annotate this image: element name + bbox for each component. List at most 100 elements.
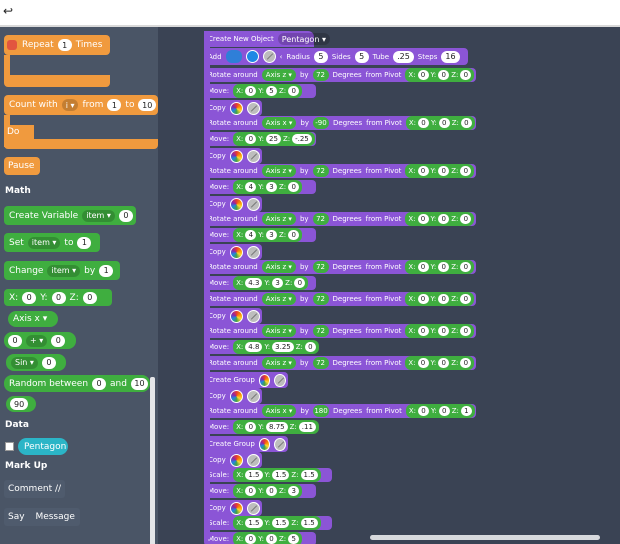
comment-block[interactable]: Comment // [4,480,66,498]
copy-block[interactable]: Copy [204,452,262,468]
move-block[interactable]: Move: X: 0 Y: 5 Z: 0 [204,84,316,98]
move-x-input[interactable]: 4.3 [245,278,263,288]
pivot-z-input[interactable]: 0 [460,166,472,176]
sin-value-input[interactable]: 0 [41,356,56,369]
arith-a-input[interactable]: 0 [8,334,22,347]
copy-block[interactable]: Copy [204,244,262,260]
object-name-dropdown[interactable]: Pentagon ▾ [277,33,330,45]
move-block[interactable]: Move: X: 0 Y: 8.75 Z: .11 [204,420,319,434]
pivot-x-input[interactable]: 0 [417,406,429,416]
count-var-dropdown[interactable]: i ▾ [61,99,79,111]
pivot-z-input[interactable]: 0 [460,326,472,336]
move-x-input[interactable]: 4 [245,182,257,192]
degrees-input[interactable]: 72 [312,165,329,177]
color-wheel-icon[interactable] [229,389,243,403]
set-var-dropdown[interactable]: item ▾ [27,236,61,249]
sin-block[interactable]: Sin ▾ 0 [6,354,66,371]
move-block[interactable]: Move: X: 4 Y: 3 Z: 0 [204,180,316,194]
move-y-input[interactable]: 3 [266,230,278,240]
degrees-input[interactable]: 72 [312,213,329,225]
move-z-input[interactable]: 0 [288,182,300,192]
move-z-input[interactable]: 5 [288,534,300,544]
shape-type-icon[interactable] [225,50,242,63]
axis-dropdown[interactable]: Axis x ▾ [261,117,297,129]
pivot-x-input[interactable]: 0 [417,166,429,176]
move-block[interactable]: Move: X: 4.8 Y: 3.25 Z: 0 [204,340,319,354]
pivot-y-input[interactable]: 0 [438,326,450,336]
change-var-dropdown[interactable]: item ▾ [47,264,81,277]
pivot-x-input[interactable]: 0 [417,262,429,272]
sin-dropdown[interactable]: Sin ▾ [11,356,38,369]
to-input[interactable]: 10 [138,99,156,111]
color-wheel-icon[interactable] [229,245,243,259]
pivot-x-input[interactable]: 0 [417,214,429,224]
arith-op-dropdown[interactable]: + ▾ [26,334,48,347]
change-block[interactable]: Change item ▾ by 1 [4,261,120,280]
move-y-input[interactable]: 25 [266,134,281,144]
pivot-z-input[interactable]: 1 [460,406,472,416]
pivot-y-input[interactable]: 0 [438,166,450,176]
count-with-block[interactable]: Count with i ▾ from 1 to 10 [4,95,158,115]
move-z-input[interactable]: 0 [294,278,306,288]
no-color-icon[interactable] [246,501,260,515]
scale-x-input[interactable]: 1.5 [245,470,263,480]
color-wheel-icon[interactable] [229,101,243,115]
create-object-block[interactable]: Create New Object Pentagon ▾ [204,31,330,47]
rotate-block[interactable]: Rotate around Axis z ▾ by 72 Degrees from Piv… [204,260,476,274]
create-group-block[interactable]: Create Group [204,436,288,452]
axis-dropdown[interactable]: Axis z ▾ [261,293,296,305]
no-color-icon[interactable] [246,149,260,163]
degrees-input[interactable]: 72 [312,261,329,273]
workspace-horizontal-scrollbar[interactable] [370,535,600,540]
no-color-icon[interactable] [274,437,286,451]
pivot-y-input[interactable]: 0 [438,262,450,272]
pivot-z-input[interactable]: 0 [460,294,472,304]
axis-dropdown[interactable]: Axis x ▾ [261,405,297,417]
rotate-block[interactable]: Rotate around Axis z ▾ by 72 Degrees from Piv… [204,324,476,338]
move-y-input[interactable]: 8.75 [266,422,288,432]
pivot-x-input[interactable]: 0 [417,294,429,304]
axis-dropdown[interactable]: Axis z ▾ [261,213,296,225]
move-x-input[interactable]: 0 [245,86,257,96]
degrees-input[interactable]: 180 [313,405,329,417]
color-wheel-icon[interactable] [229,197,243,211]
move-z-input[interactable]: 0 [288,230,300,240]
back-icon[interactable]: ↩ [3,4,14,18]
no-color-icon[interactable] [246,309,260,323]
rotate-block[interactable]: Rotate around Axis z ▾ by 72 Degrees from Piv… [204,68,476,82]
move-x-input[interactable]: 0 [245,422,257,432]
repeat-block[interactable]: Repeat 1 Times [4,35,110,55]
create-variable-value[interactable]: 0 [118,209,133,222]
move-block[interactable]: Move: X: 4 Y: 3 Z: 0 [204,228,316,242]
axis-dropdown[interactable]: Axis x ▾ [13,314,48,324]
scale-block[interactable]: Scale: X: 1.5 Y: 1.5 Z: 1.5 [204,468,332,482]
change-value-input[interactable]: 1 [99,264,114,277]
no-color-icon[interactable] [262,50,276,63]
pentagon-variable-block[interactable]: Pentagon [18,438,68,455]
color-wheel-icon[interactable] [258,437,271,451]
repeat-count-input[interactable]: 1 [57,39,72,51]
move-x-input[interactable]: 4.8 [245,342,263,352]
from-input[interactable]: 1 [107,99,122,111]
create-variable-block[interactable]: Create Variable item ▾ 0 [4,206,136,225]
pivot-x-input[interactable]: 0 [417,358,429,368]
rotate-block[interactable]: Rotate around Axis z ▾ by 72 Degrees from Piv… [204,212,476,226]
move-z-input[interactable]: 0 [304,342,316,352]
copy-block[interactable]: Copy [204,100,262,116]
scale-block[interactable]: Scale: X: 1.5 Y: 1.5 Z: 1.5 [204,516,332,530]
copy-block[interactable]: Copy [204,308,262,324]
create-variable-dropdown[interactable]: item ▾ [82,209,115,222]
move-x-input[interactable]: 4 [245,230,257,240]
move-z-input[interactable]: -.25 [292,134,312,144]
chevron-left-icon[interactable]: ‹ [279,52,283,61]
move-z-input[interactable]: 0 [288,86,300,96]
no-color-icon[interactable] [274,373,286,387]
number-block[interactable]: 90 [6,396,36,412]
move-y-input[interactable]: 3 [266,182,278,192]
arithmetic-block[interactable]: 0 + ▾ 0 [4,332,76,349]
pivot-z-input[interactable]: 0 [460,118,472,128]
pivot-z-input[interactable]: 0 [460,262,472,272]
pivot-y-input[interactable]: 0 [438,294,450,304]
copy-block[interactable]: Copy [204,388,262,404]
pivot-z-input[interactable]: 0 [460,70,472,80]
